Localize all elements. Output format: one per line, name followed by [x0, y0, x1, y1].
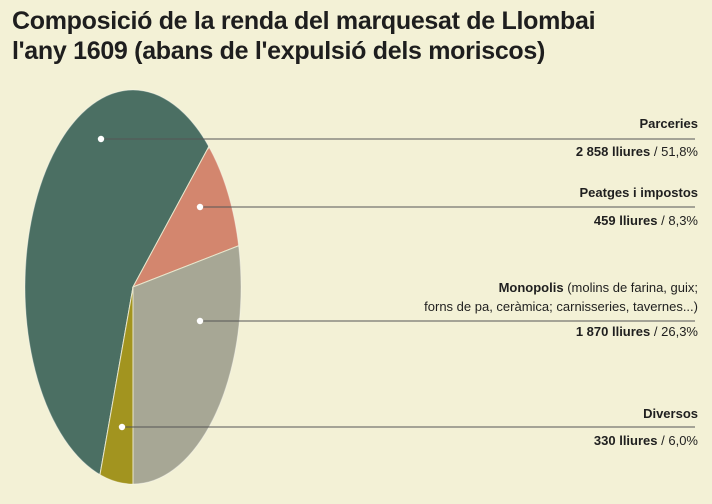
leader-dot-diversos [118, 423, 126, 431]
diversos-sep: / [657, 433, 669, 448]
label-monopolis-name: Monopolis [498, 280, 564, 295]
peatges-sep: / [657, 213, 669, 228]
pie-outline [24, 89, 242, 485]
peatges-percent: 8,3% [668, 213, 698, 228]
label-diversos: Diversos [643, 405, 698, 422]
label-parceries-value: 2 858 lliures / 51,8% [576, 143, 698, 160]
parceries-percent: 51,8% [661, 144, 698, 159]
label-monopolis: Monopolis (molins de farina, guix; [499, 279, 698, 296]
parceries-amount: 2 858 lliures [575, 144, 651, 159]
leader-lines [97, 135, 695, 431]
label-monopolis-value: 1 870 lliures / 26,3% [576, 323, 698, 340]
label-parceries: Parceries [639, 115, 698, 132]
leader-dot-monopolis [196, 317, 204, 325]
slice-monopolis [132, 237, 241, 484]
label-monopolis-detail: forns de pa, ceràmica; carnisseries, tav… [424, 298, 698, 315]
title-line-2: l'any 1609 (abans de l'expulsió dels mor… [12, 37, 546, 65]
title-line-1: Composició de la renda del marquesat de … [12, 7, 596, 35]
chart-title: Composició de la renda del marquesat de … [12, 6, 702, 66]
slice-diversos [91, 286, 134, 484]
label-peatges-value: 459 lliures / 8,3% [594, 212, 698, 229]
label-diversos-value: 330 lliures / 6,0% [594, 432, 698, 449]
diversos-amount: 330 lliures [593, 433, 658, 448]
pie-slices [25, 90, 241, 484]
leader-dot-parceries [97, 135, 105, 143]
label-peatges-name: Peatges i impostos [579, 185, 698, 200]
label-monopolis-detail-2: forns de pa, ceràmica; carnisseries, tav… [424, 299, 698, 314]
monopolis-sep: / [650, 324, 662, 339]
parceries-sep: / [650, 144, 662, 159]
label-parceries-name: Parceries [639, 116, 698, 131]
monopolis-amount: 1 870 lliures [575, 324, 651, 339]
monopolis-percent: 26,3% [661, 324, 698, 339]
label-peatges: Peatges i impostos [580, 184, 698, 201]
diversos-percent: 6,0% [668, 433, 698, 448]
label-monopolis-detail-1: (molins de farina, guix; [563, 280, 698, 295]
label-diversos-name: Diversos [643, 406, 698, 421]
peatges-amount: 459 lliures [593, 213, 658, 228]
leader-dot-peatges [196, 203, 204, 211]
